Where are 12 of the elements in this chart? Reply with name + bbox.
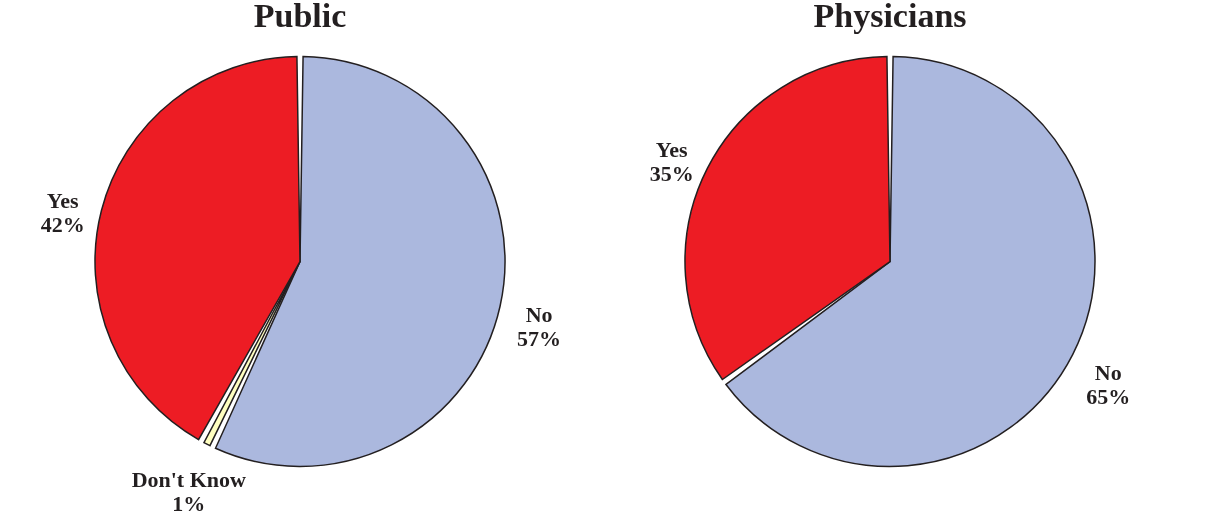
slice-label: Yes — [46, 187, 80, 213]
slice-label: Don't Know — [131, 466, 247, 492]
data-label: 1% — [172, 490, 206, 516]
data-label: 35% — [649, 161, 694, 187]
chart-title: Public — [253, 0, 347, 34]
slice-label: No — [1094, 359, 1122, 385]
data-label: 42% — [40, 211, 85, 237]
chart-title: Physicians — [813, 0, 967, 34]
data-label: 57% — [517, 325, 562, 351]
slice-label: Yes — [655, 137, 689, 163]
slice-label: No — [525, 301, 553, 327]
data-label: 65% — [1086, 383, 1131, 409]
